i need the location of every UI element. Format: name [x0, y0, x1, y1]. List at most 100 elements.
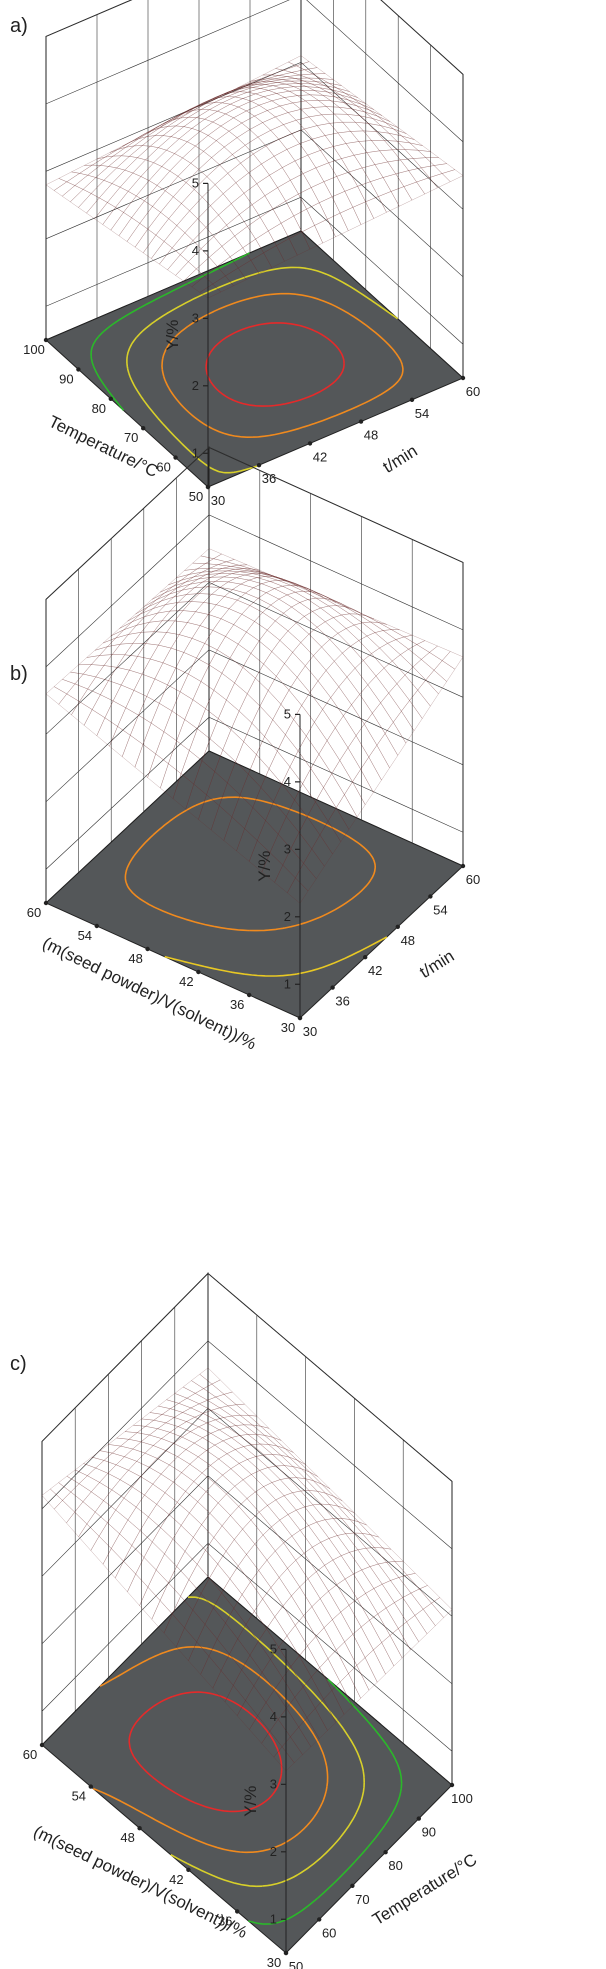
surface-patch [74, 1463, 97, 1476]
surface-patch [78, 1523, 100, 1551]
surface-patch [201, 1465, 223, 1484]
x-tick-mark [256, 463, 262, 468]
floor-contours [124, 796, 388, 977]
response-surface [41, 1367, 453, 1772]
surface-patch [342, 645, 364, 669]
surface-patch [315, 1627, 337, 1659]
x-tick-mark [350, 1883, 355, 1889]
surface-patch [296, 1506, 318, 1526]
surface-patch [276, 663, 298, 691]
surface-patch [156, 1492, 178, 1515]
x-tick-label: 80 [388, 1858, 402, 1873]
surface-patch [210, 1458, 232, 1476]
surface-patch [121, 735, 144, 768]
surface-patch [217, 1493, 239, 1516]
surface-patch [332, 1555, 354, 1580]
surface-patch [242, 1474, 264, 1493]
surface-patch [323, 773, 345, 809]
x-axis-title: t/min [379, 441, 420, 477]
x-tick-label: 60 [466, 872, 480, 887]
surface-patch [404, 149, 427, 159]
surface-patch [260, 85, 282, 91]
surface-patch [130, 714, 152, 745]
wall-grid-line [45, 0, 464, 143]
surface-patch [226, 1449, 248, 1464]
surface-patch [200, 548, 223, 559]
surface-patch [127, 606, 149, 622]
surface-patch [143, 592, 165, 607]
surface-patch [293, 705, 315, 737]
surface-patch [370, 177, 392, 197]
surface-patch [298, 187, 320, 210]
surface-patch [286, 143, 309, 162]
contour-line-4 [248, 1678, 403, 1925]
surface-patch [226, 214, 248, 237]
surface-patch [82, 1491, 104, 1513]
surface-patch [173, 1412, 196, 1422]
surface-patch [148, 1458, 170, 1475]
surface-patch [283, 1535, 305, 1561]
y-tick-mark [39, 1742, 45, 1748]
surface-patch [441, 651, 464, 670]
y-tick-label: 70 [124, 430, 138, 445]
surface-patch [144, 1483, 166, 1505]
surface-patch [256, 174, 278, 196]
surface-patch [199, 121, 222, 136]
y-tick-mark [297, 1015, 303, 1021]
surface-patch [429, 645, 451, 661]
surface-patch [169, 1456, 191, 1473]
y-tick-mark [43, 337, 49, 343]
surface-patch [103, 654, 126, 668]
surface-patch [140, 620, 163, 633]
y-tick-label: 42 [169, 1872, 183, 1887]
surface-patch [165, 1417, 187, 1427]
surface-patch [78, 655, 100, 665]
x-tick-mark [460, 863, 466, 869]
surface-patch [260, 1426, 282, 1441]
surface-patch [283, 1492, 305, 1511]
surface-patch [128, 1461, 150, 1477]
z-tick-label: 1 [192, 445, 199, 460]
surface-patch [246, 105, 268, 117]
surface-patch [258, 1505, 280, 1528]
surface-patch [114, 1560, 136, 1593]
surface-patch [429, 173, 451, 189]
surface-patch [167, 667, 189, 693]
surface-patch [412, 157, 435, 168]
surface-patch [247, 1415, 270, 1429]
surface-patch [247, 217, 269, 240]
surface-patch [186, 1417, 208, 1427]
surface-patch [180, 1512, 202, 1538]
surface-patch [161, 1408, 184, 1418]
surface-patch [124, 643, 147, 657]
z-axis: 1 2 3 4 5 Y/% [255, 706, 300, 991]
surface-patch [250, 640, 273, 665]
surface-patch [199, 283, 222, 299]
surface-patch [119, 1519, 141, 1546]
y-tick-label: 90 [59, 371, 73, 386]
surface-patch [270, 598, 292, 614]
surface-patch [288, 1456, 310, 1473]
surface-patch [349, 613, 372, 623]
wall-grid-line [45, 514, 464, 668]
surface-patch [173, 1472, 195, 1492]
surface-patch [308, 1490, 330, 1505]
surface-patch [265, 138, 288, 157]
surface-patch [272, 1437, 294, 1453]
surface-patch [400, 648, 422, 668]
surface-patch [271, 1479, 293, 1496]
surface-patch [373, 1642, 395, 1675]
surface-patch [117, 707, 139, 736]
x-tick-mark [358, 419, 364, 424]
wall-grid-line [45, 0, 464, 75]
surface-patch [272, 200, 295, 224]
surface-patch [356, 1657, 378, 1691]
surface-patch [143, 1541, 165, 1571]
surface-patch [295, 1552, 317, 1580]
surface-patch [194, 1413, 216, 1424]
surface-patch [58, 693, 80, 716]
surface-patch [155, 731, 177, 764]
surface-patch [243, 183, 266, 205]
y-tick-label: 42 [179, 974, 193, 989]
y-tick-label: 50 [189, 489, 203, 504]
